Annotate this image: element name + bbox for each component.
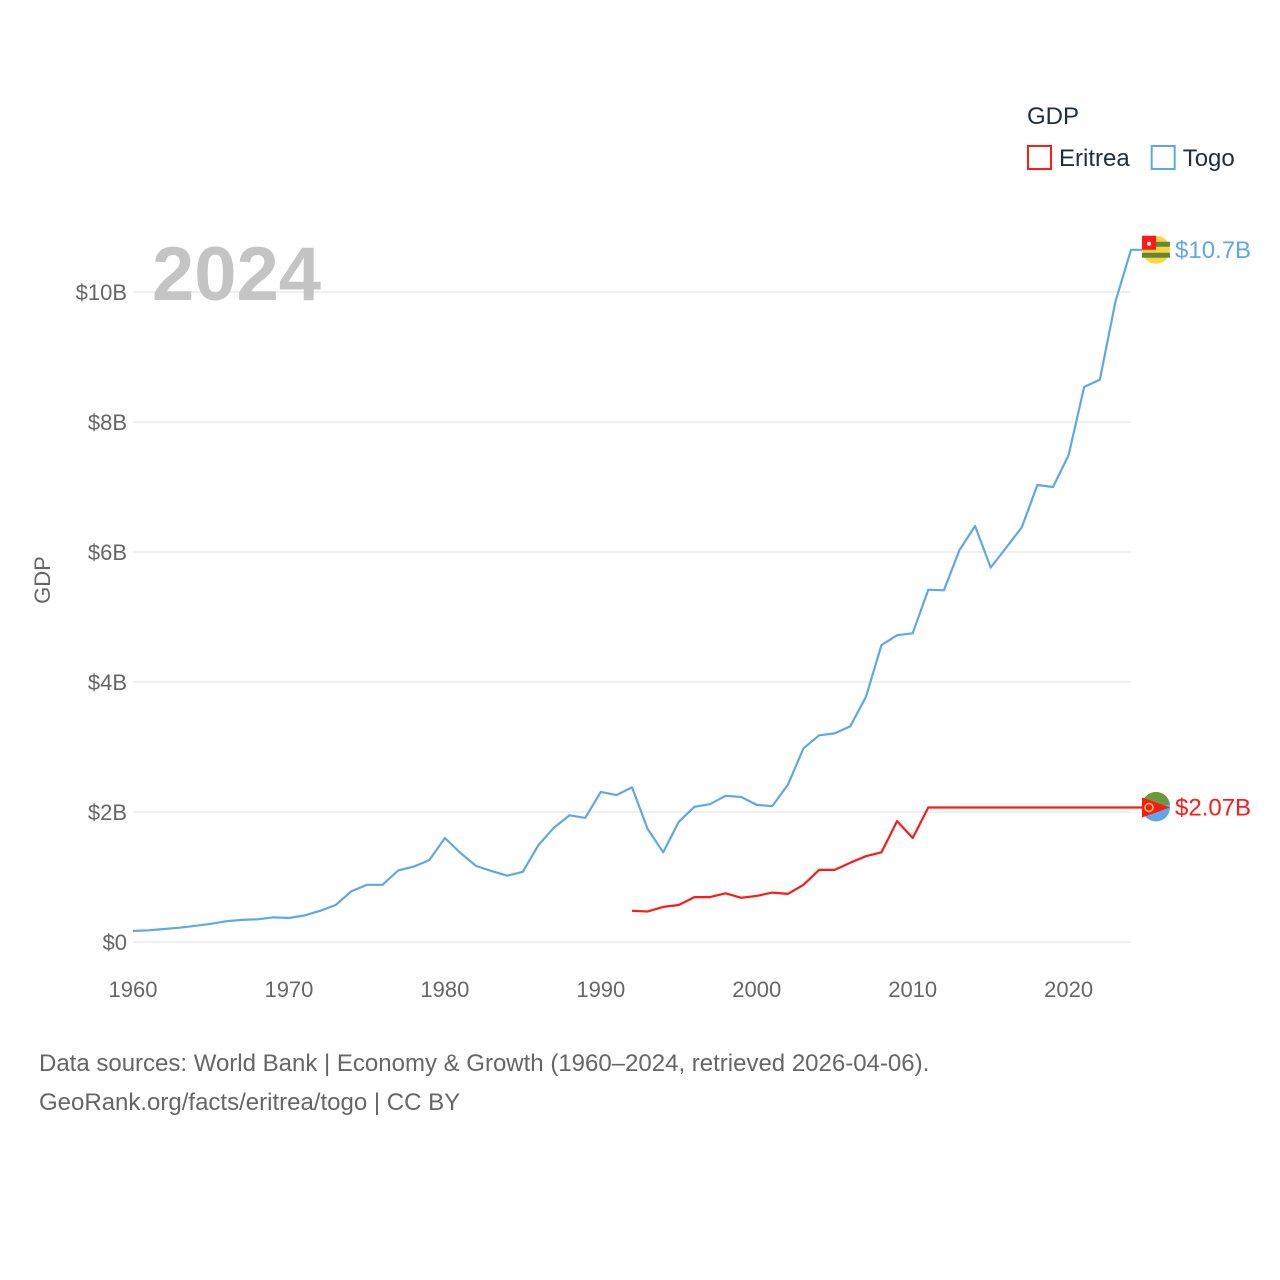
- x-tick-label: 1990: [576, 977, 625, 1002]
- x-tick-label: 2020: [1044, 977, 1093, 1002]
- y-tick-label: $6B: [88, 540, 127, 565]
- x-tick-label: 1960: [109, 977, 158, 1002]
- y-axis-label: GDP: [30, 556, 55, 604]
- y-tick-label: $8B: [88, 410, 127, 435]
- legend-swatch: [1027, 145, 1052, 170]
- y-tick-label: $4B: [88, 670, 127, 695]
- year-label: 2024: [152, 232, 321, 317]
- x-tick-label: 2010: [888, 977, 937, 1002]
- legend-title: GDP: [1027, 103, 1079, 130]
- eritrea-flag-icon: [1141, 791, 1170, 822]
- legend: GDP Eritrea Togo: [1027, 103, 1235, 172]
- series-line-togo: [132, 248, 1143, 933]
- legend-label: Eritrea: [1059, 145, 1130, 172]
- x-tick-label: 2000: [732, 977, 781, 1002]
- y-tick-label: $10B: [76, 280, 127, 305]
- end-value-label-eritrea: $2.07B: [1175, 794, 1251, 821]
- y-tick-label: $0: [103, 930, 127, 955]
- legend-item-eritrea[interactable]: Eritrea: [1027, 145, 1130, 172]
- legend-swatch: [1150, 145, 1176, 170]
- attribution-line[interactable]: GeoRank.org/facts/eritrea/togo | CC BY: [39, 1089, 461, 1116]
- x-tick-label: 1980: [420, 977, 469, 1002]
- source-line: Data sources: World Bank | Economy & Gro…: [39, 1050, 930, 1077]
- legend-label: Togo: [1183, 145, 1235, 172]
- x-tick-label: 1970: [264, 977, 313, 1002]
- y-tick-label: $2B: [88, 800, 127, 825]
- source-footer: Data sources: World Bank | Economy & Gro…: [39, 1044, 929, 1122]
- legend-item-togo[interactable]: Togo: [1150, 145, 1235, 172]
- togo-flag-icon: [1142, 235, 1170, 264]
- series-line-eritrea: [631, 806, 1143, 913]
- end-value-label-togo: $10.7B: [1175, 237, 1251, 264]
